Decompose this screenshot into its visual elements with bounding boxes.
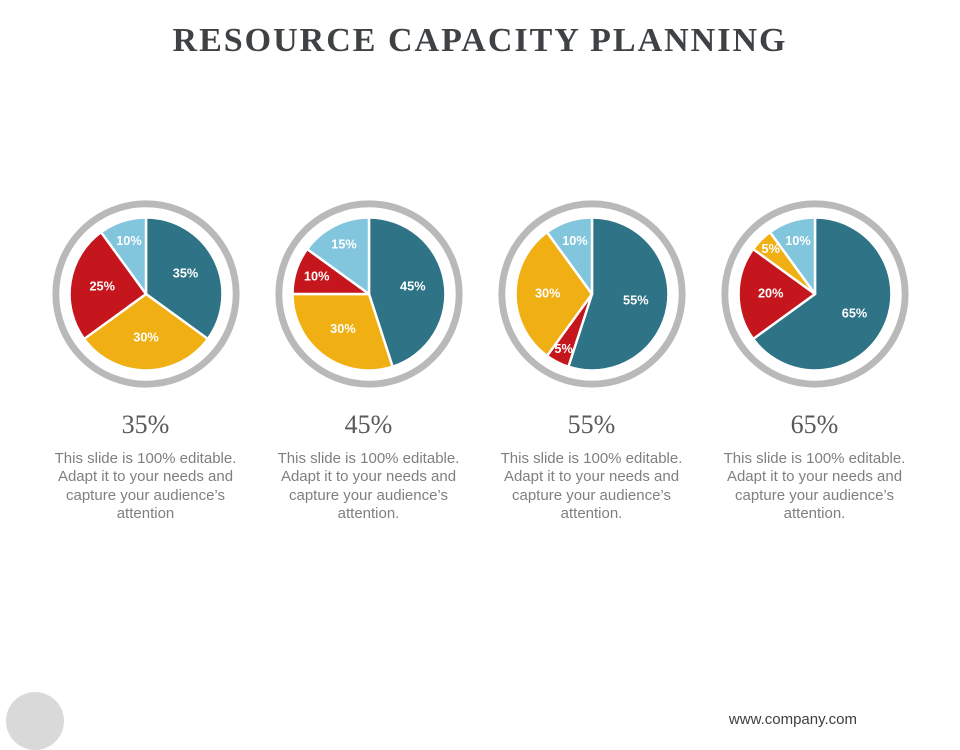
- pie-slice: [566, 216, 670, 372]
- pie-slice: [736, 247, 816, 341]
- slice-label: 10%: [116, 233, 142, 248]
- slice-label: 10%: [303, 268, 329, 283]
- slice-label: 30%: [330, 321, 356, 336]
- pie-slice: [367, 216, 447, 368]
- slice-label: 35%: [172, 265, 198, 280]
- pie-chart-panel-2: 45% 30% 10% 15% 45% This slide is 100% edit…: [271, 196, 467, 523]
- pie-chart-35: 35% 30% 25% 10%: [51, 200, 240, 388]
- slice-label: 30%: [133, 330, 159, 345]
- pie-slice: [513, 230, 593, 358]
- slice-label: 10%: [785, 233, 811, 248]
- chart-heading: 55%: [567, 410, 616, 439]
- slice-label: 5%: [761, 241, 779, 256]
- chart-description: This slide is 100% editable. Adapt it to…: [723, 450, 906, 522]
- pie-slice: [545, 216, 593, 296]
- slice-label: 30%: [534, 285, 560, 300]
- chart-heading: 45%: [344, 410, 393, 439]
- pie-slice: [99, 216, 147, 296]
- chart-description: This slide is 100% editable. Adapt it to…: [54, 450, 237, 522]
- pie-chart-45: 45% 30% 10% 15%: [274, 200, 463, 388]
- slice-label: 45%: [400, 278, 426, 293]
- pie-chart-65: 65% 20% 5% 10%: [720, 200, 909, 388]
- slice-label: 5%: [554, 341, 572, 356]
- pie-chart-panel-1: 35% 30% 25% 10% 35% This slide is 100% edit…: [48, 196, 244, 523]
- pie-chart-panel-4: 65% 20% 5% 10% 65% This slide is 100% edita…: [717, 196, 913, 523]
- slice-label: 25%: [89, 278, 115, 293]
- slice-label: 15%: [331, 236, 357, 251]
- decorative-corner-circle: [6, 692, 64, 750]
- pie-slice: [305, 216, 370, 296]
- page-title: RESOURCE CAPACITY PLANNING: [172, 22, 788, 59]
- pie-chart-55: 55% 5% 30% 10%: [497, 200, 686, 388]
- chart-heading: 35%: [121, 410, 170, 439]
- chart-heading: 65%: [790, 410, 839, 439]
- pie-slice: [290, 292, 394, 372]
- slice-label: 65%: [841, 305, 867, 320]
- chart-description: This slide is 100% editable. Adapt it to…: [500, 450, 683, 522]
- pie-slice: [67, 230, 147, 341]
- slice-label: 55%: [623, 292, 649, 307]
- pie-chart-panel-3: 55% 5% 30% 10% 55% This slide is 100% edita…: [494, 196, 690, 523]
- slice-label: 20%: [757, 285, 783, 300]
- pie-slice: [751, 216, 893, 372]
- pie-slice: [144, 216, 224, 341]
- charts-row: 35% 30% 25% 10% 35% This slide is 100% edit…: [0, 196, 960, 523]
- slice-label: 10%: [562, 233, 588, 248]
- pie-slice: [768, 216, 816, 296]
- pie-slice: [82, 292, 209, 372]
- chart-description: This slide is 100% editable. Adapt it to…: [277, 450, 460, 522]
